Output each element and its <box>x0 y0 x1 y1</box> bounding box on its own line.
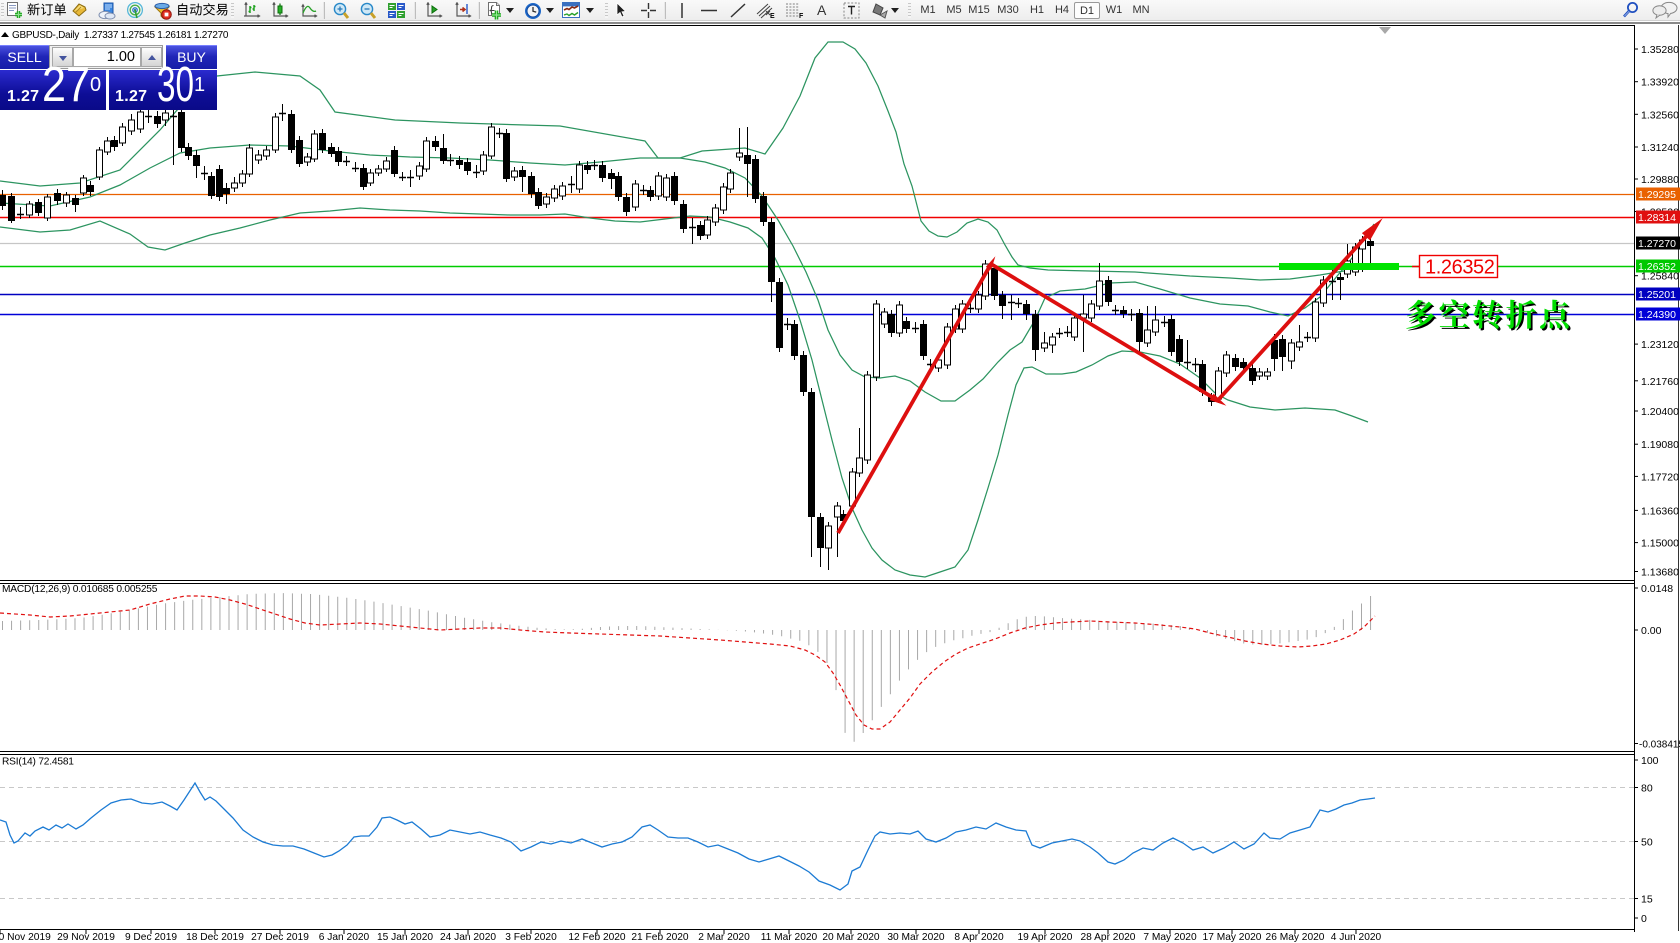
svg-text:1.23120: 1.23120 <box>1641 339 1679 351</box>
svg-text:100: 100 <box>1641 755 1659 767</box>
svg-text:1.16360: 1.16360 <box>1641 505 1679 517</box>
svg-text:7 May 2020: 7 May 2020 <box>1143 932 1197 943</box>
svg-text:1.26352: 1.26352 <box>1638 261 1676 273</box>
svg-text:1.17720: 1.17720 <box>1641 471 1679 483</box>
svg-text:GBPUSD-,Daily 1.27337 1.27545: GBPUSD-,Daily 1.27337 1.27545 1.26181 1.… <box>12 30 229 41</box>
svg-text:12 Feb 2020: 12 Feb 2020 <box>568 932 626 943</box>
svg-text:26 May 2020: 26 May 2020 <box>1266 932 1325 943</box>
svg-text:0.00: 0.00 <box>1641 625 1662 637</box>
svg-text:1.29295: 1.29295 <box>1638 189 1676 201</box>
svg-text:1.13680: 1.13680 <box>1641 567 1679 579</box>
svg-text:1.27270: 1.27270 <box>1638 238 1676 250</box>
svg-text:15: 15 <box>1641 894 1653 906</box>
svg-text:1.21760: 1.21760 <box>1641 376 1679 388</box>
svg-text:3 Feb 2020: 3 Feb 2020 <box>505 932 557 943</box>
svg-text:MACD(12,26,9) 0.010685 0.00525: MACD(12,26,9) 0.010685 0.005255 <box>2 584 158 595</box>
svg-text:4 Jun 2020: 4 Jun 2020 <box>1331 932 1382 943</box>
svg-text:18 Dec 2019: 18 Dec 2019 <box>186 932 244 943</box>
svg-text:-0.038415: -0.038415 <box>1639 740 1680 751</box>
svg-text:6 Jan 2020: 6 Jan 2020 <box>319 932 370 943</box>
svg-text:1.25840: 1.25840 <box>1641 271 1679 283</box>
svg-text:1.24390: 1.24390 <box>1638 309 1676 321</box>
svg-text:50: 50 <box>1641 837 1653 849</box>
svg-text:17 May 2020: 17 May 2020 <box>1203 932 1262 943</box>
svg-text:20 Nov 2019: 20 Nov 2019 <box>0 932 51 943</box>
svg-text:8 Apr 2020: 8 Apr 2020 <box>954 932 1004 943</box>
svg-text:1.29880: 1.29880 <box>1641 174 1679 186</box>
svg-text:0.0148: 0.0148 <box>1641 583 1673 595</box>
svg-text:19 Apr 2020: 19 Apr 2020 <box>1018 932 1073 943</box>
svg-text:29 Nov 2019: 29 Nov 2019 <box>57 932 115 943</box>
svg-text:28 Apr 2020: 28 Apr 2020 <box>1081 932 1136 943</box>
svg-text:30 Mar 2020: 30 Mar 2020 <box>887 932 945 943</box>
svg-text:21 Feb 2020: 21 Feb 2020 <box>631 932 689 943</box>
svg-text:1.35280: 1.35280 <box>1641 44 1679 56</box>
svg-text:1.15000: 1.15000 <box>1641 538 1679 550</box>
svg-text:2 Mar 2020: 2 Mar 2020 <box>698 932 750 943</box>
svg-text:9 Dec 2019: 9 Dec 2019 <box>125 932 177 943</box>
svg-text:11 Mar 2020: 11 Mar 2020 <box>761 932 818 943</box>
svg-text:1.32560: 1.32560 <box>1641 109 1679 121</box>
svg-text:15 Jan 2020: 15 Jan 2020 <box>377 932 433 943</box>
svg-text:1.19080: 1.19080 <box>1641 439 1679 451</box>
svg-text:0: 0 <box>1641 913 1647 925</box>
svg-text:20 Mar 2020: 20 Mar 2020 <box>822 932 880 943</box>
svg-text:1.33920: 1.33920 <box>1641 77 1679 89</box>
svg-text:1.28314: 1.28314 <box>1638 212 1676 224</box>
svg-text:RSI(14) 72.4581: RSI(14) 72.4581 <box>2 757 74 768</box>
svg-text:1.20400: 1.20400 <box>1641 406 1679 418</box>
svg-text:F: F <box>799 13 804 20</box>
svg-text:E: E <box>770 13 775 20</box>
svg-text:1.25201: 1.25201 <box>1638 289 1676 301</box>
svg-text:80: 80 <box>1641 783 1653 795</box>
svg-text:1.26352: 1.26352 <box>1425 257 1495 279</box>
svg-text:27 Dec 2019: 27 Dec 2019 <box>251 932 309 943</box>
svg-text:1.31240: 1.31240 <box>1641 142 1679 154</box>
svg-text:24 Jan 2020: 24 Jan 2020 <box>440 932 496 943</box>
